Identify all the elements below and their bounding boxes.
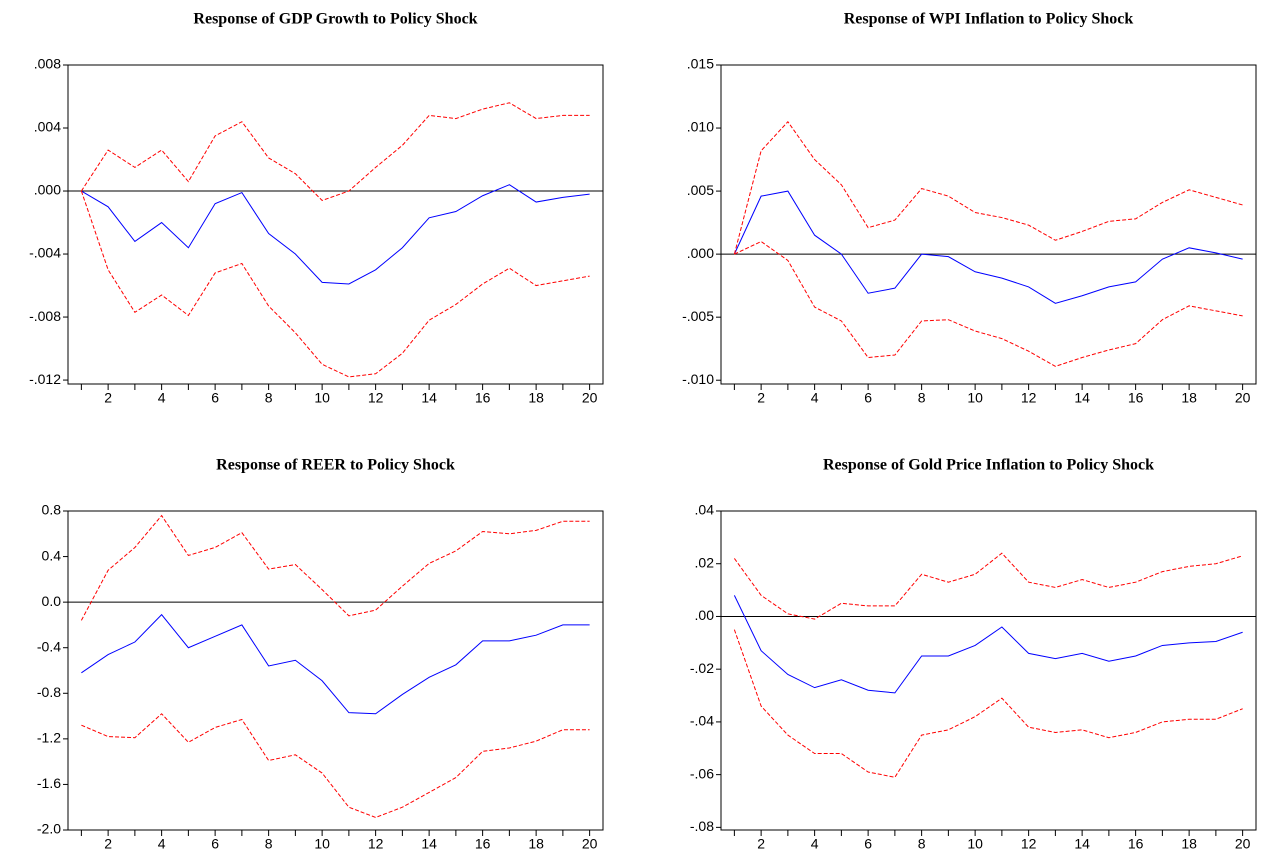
y-tick-label: -1.6 <box>37 775 61 791</box>
y-tick-label: 0.0 <box>42 593 62 609</box>
x-tick-label: 6 <box>864 836 872 852</box>
response-line <box>81 613 590 715</box>
x-tick-label: 12 <box>368 836 384 852</box>
x-tick-label: 16 <box>1128 836 1144 852</box>
y-tick-label: .008 <box>34 56 61 72</box>
x-tick-label: 2 <box>104 390 112 406</box>
x-tick-label: 10 <box>314 836 330 852</box>
x-tick-label: 20 <box>582 836 598 852</box>
plot-frame <box>720 510 1257 831</box>
chart-title: Response of GDP Growth to Policy Shock <box>193 11 477 28</box>
x-tick-label: 10 <box>314 390 330 406</box>
band-line <box>81 713 590 819</box>
x-tick-label: 6 <box>864 390 872 406</box>
x-tick-label: 8 <box>265 390 273 406</box>
y-tick-label: .000 <box>34 182 61 198</box>
y-tick-label: -.008 <box>29 308 61 324</box>
y-tick-label: .005 <box>687 182 714 198</box>
y-tick-label: .004 <box>34 119 61 135</box>
y-tick-label: -.08 <box>690 818 714 834</box>
x-tick-label: 16 <box>475 836 491 852</box>
band-line <box>734 240 1243 367</box>
y-tick-label: -.06 <box>690 765 714 781</box>
x-tick-label: 14 <box>1074 836 1090 852</box>
x-tick-label: 14 <box>1074 390 1090 406</box>
y-tick-label: .010 <box>687 119 714 135</box>
chart-title: Response of Gold Price Inflation to Poli… <box>823 457 1154 474</box>
y-tick-label: .015 <box>687 56 714 72</box>
x-tick-label: 8 <box>918 390 926 406</box>
x-tick-label: 14 <box>421 836 437 852</box>
x-tick-label: 18 <box>528 836 544 852</box>
response-line <box>733 595 1243 694</box>
y-tick-label: -.04 <box>690 713 714 729</box>
x-tick-label: 18 <box>528 390 544 406</box>
x-tick-label: 10 <box>967 390 983 406</box>
band-line <box>733 552 1243 620</box>
x-tick-label: 20 <box>582 390 598 406</box>
band-line <box>733 120 1243 255</box>
y-tick-label: -.010 <box>682 371 714 387</box>
response-line <box>733 190 1243 304</box>
y-tick-label: .000 <box>687 245 714 261</box>
x-tick-label: 4 <box>158 836 166 852</box>
band-line <box>80 514 590 621</box>
x-tick-label: 6 <box>211 836 219 852</box>
x-tick-label: 12 <box>368 390 384 406</box>
x-tick-label: 4 <box>811 836 819 852</box>
x-tick-label: 18 <box>1181 836 1197 852</box>
x-tick-label: 2 <box>757 836 765 852</box>
y-tick-label: .02 <box>695 554 715 570</box>
plot-frame <box>67 64 604 385</box>
x-tick-label: 4 <box>811 390 819 406</box>
x-tick-label: 12 <box>1021 390 1037 406</box>
x-tick-label: 14 <box>421 390 437 406</box>
y-tick-label: .04 <box>695 502 715 518</box>
x-tick-label: 10 <box>967 836 983 852</box>
y-tick-label: -.004 <box>29 245 61 261</box>
y-tick-label: -0.8 <box>37 684 61 700</box>
x-tick-label: 8 <box>918 836 926 852</box>
x-tick-label: 6 <box>211 390 219 406</box>
x-tick-label: 12 <box>1021 836 1037 852</box>
x-tick-label: 2 <box>104 836 112 852</box>
y-tick-label: -0.4 <box>37 638 61 654</box>
x-tick-label: 20 <box>1235 836 1251 852</box>
y-tick-label: -.02 <box>690 660 714 676</box>
x-tick-label: 18 <box>1181 390 1197 406</box>
band-line <box>733 629 1243 778</box>
band-line <box>80 102 590 202</box>
plot-frame <box>67 510 604 831</box>
y-tick-label: -.012 <box>29 371 61 387</box>
chart-title: Response of WPI Inflation to Policy Shoc… <box>844 11 1134 28</box>
x-tick-label: 2 <box>757 390 765 406</box>
x-tick-label: 16 <box>475 390 491 406</box>
x-tick-label: 8 <box>265 836 273 852</box>
plot-frame <box>720 64 1257 385</box>
y-tick-label: -2.0 <box>37 821 61 837</box>
y-tick-label: 0.8 <box>42 502 62 518</box>
response-line <box>81 184 590 285</box>
x-tick-label: 20 <box>1235 390 1251 406</box>
x-tick-label: 16 <box>1128 390 1144 406</box>
y-tick-label: -1.2 <box>37 730 61 746</box>
x-tick-label: 4 <box>158 390 166 406</box>
y-tick-label: -.005 <box>682 308 714 324</box>
chart-title: Response of REER to Policy Shock <box>216 457 455 474</box>
band-line <box>80 190 590 378</box>
y-tick-label: 0.4 <box>42 547 62 563</box>
y-tick-label: .00 <box>695 607 715 623</box>
